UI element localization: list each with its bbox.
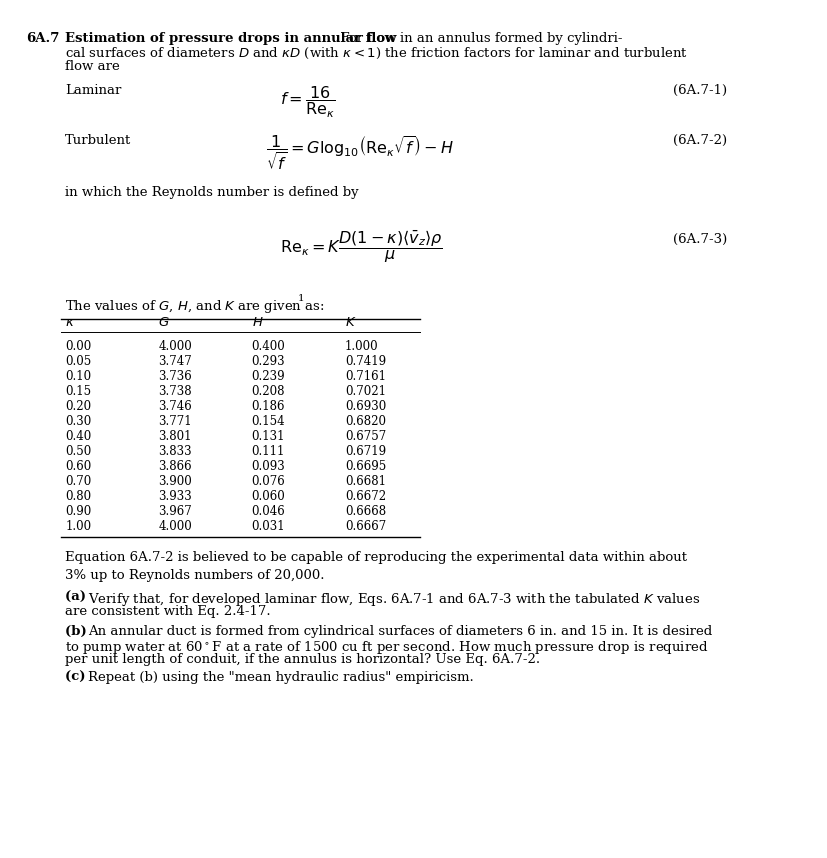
Text: 0.060: 0.060	[251, 490, 285, 503]
Text: 0.6820: 0.6820	[345, 415, 385, 428]
Text: (b): (b)	[65, 625, 92, 638]
Text: 0.90: 0.90	[65, 505, 92, 518]
Text: An annular duct is formed from cylindrical surfaces of diameters 6 in. and 15 in: An annular duct is formed from cylindric…	[88, 625, 711, 638]
Text: The values of $G$, $H$, and $K$ are given as:: The values of $G$, $H$, and $K$ are give…	[65, 298, 324, 315]
Text: 4.000: 4.000	[158, 520, 192, 533]
Text: 0.7419: 0.7419	[345, 355, 385, 368]
Text: 3.900: 3.900	[158, 475, 192, 488]
Text: 3.866: 3.866	[158, 460, 192, 473]
Text: 3.738: 3.738	[158, 385, 192, 398]
Text: 0.80: 0.80	[65, 490, 91, 503]
Text: 1.00: 1.00	[65, 520, 91, 533]
Text: 0.6672: 0.6672	[345, 490, 385, 503]
Text: 0.6719: 0.6719	[345, 445, 385, 458]
Text: 0.239: 0.239	[251, 370, 285, 383]
Text: 0.50: 0.50	[65, 445, 92, 458]
Text: 0.093: 0.093	[251, 460, 285, 473]
Text: 0.15: 0.15	[65, 385, 91, 398]
Text: 0.05: 0.05	[65, 355, 92, 368]
Text: 0.00: 0.00	[65, 340, 92, 353]
Text: Estimation of pressure drops in annular flow: Estimation of pressure drops in annular …	[65, 32, 396, 45]
Text: 0.208: 0.208	[251, 385, 284, 398]
Text: to pump water at 60$^\circ$F at a rate of 1500 cu ft per second. How much pressu: to pump water at 60$^\circ$F at a rate o…	[65, 639, 708, 656]
Text: 0.111: 0.111	[251, 445, 284, 458]
Text: 3.833: 3.833	[158, 445, 192, 458]
Text: 0.046: 0.046	[251, 505, 285, 518]
Text: 3.746: 3.746	[158, 400, 192, 413]
Text: (6A.7-1): (6A.7-1)	[672, 84, 726, 97]
Text: $G$: $G$	[158, 316, 170, 329]
Text: 0.60: 0.60	[65, 460, 92, 473]
Text: 0.7161: 0.7161	[345, 370, 385, 383]
Text: 0.10: 0.10	[65, 370, 91, 383]
Text: 3.771: 3.771	[158, 415, 192, 428]
Text: $\kappa$: $\kappa$	[65, 316, 75, 329]
Text: 3.933: 3.933	[158, 490, 192, 503]
Text: $\mathrm{Re}_\kappa = K\dfrac{D\left(1-\kappa\right)\left\langle \bar{v}_z \righ: $\mathrm{Re}_\kappa = K\dfrac{D\left(1-\…	[280, 228, 442, 265]
Text: 0.6695: 0.6695	[345, 460, 385, 473]
Text: 0.6681: 0.6681	[345, 475, 385, 488]
Text: (6A.7-2): (6A.7-2)	[672, 134, 726, 147]
Text: Verify that, for developed laminar flow, Eqs. 6A.7-1 and 6A.7-3 with the tabulat: Verify that, for developed laminar flow,…	[88, 591, 699, 608]
Text: 0.30: 0.30	[65, 415, 92, 428]
Text: 0.20: 0.20	[65, 400, 91, 413]
Text: 0.131: 0.131	[251, 430, 284, 443]
Text: 4.000: 4.000	[158, 340, 192, 353]
Text: 0.6667: 0.6667	[345, 520, 385, 533]
Text: 0.031: 0.031	[251, 520, 285, 533]
Text: Equation 6A.7-2 is believed to be capable of reproducing the experimental data w: Equation 6A.7-2 is believed to be capabl…	[65, 551, 686, 582]
Text: $f = \dfrac{16}{\mathrm{Re}_\kappa}$: $f = \dfrac{16}{\mathrm{Re}_\kappa}$	[280, 84, 335, 120]
Text: 0.400: 0.400	[251, 340, 285, 353]
Text: Turbulent: Turbulent	[65, 134, 131, 147]
Text: 0.293: 0.293	[251, 355, 285, 368]
Text: 3.967: 3.967	[158, 505, 192, 518]
Text: 6A.7: 6A.7	[26, 32, 60, 45]
Text: $\dfrac{1}{\sqrt{f}} = G\log_{10}\!\left(\mathrm{Re}_\kappa\sqrt{f}\right) - H$: $\dfrac{1}{\sqrt{f}} = G\log_{10}\!\left…	[265, 134, 453, 173]
Text: 0.6668: 0.6668	[345, 505, 385, 518]
Text: (6A.7-3): (6A.7-3)	[672, 233, 726, 246]
Text: 3.747: 3.747	[158, 355, 192, 368]
Text: $H$: $H$	[251, 316, 263, 329]
Text: Repeat (b) using the "mean hydraulic radius" empiricism.: Repeat (b) using the "mean hydraulic rad…	[88, 671, 473, 684]
Text: Laminar: Laminar	[65, 84, 122, 97]
Text: . For flow in an annulus formed by cylindri-: . For flow in an annulus formed by cylin…	[332, 32, 622, 45]
Text: 3.736: 3.736	[158, 370, 192, 383]
Text: in which the Reynolds number is defined by: in which the Reynolds number is defined …	[65, 186, 358, 199]
Text: (c): (c)	[65, 671, 90, 684]
Text: per unit length of conduit, if the annulus is horizontal? Use Eq. 6A.7-2.: per unit length of conduit, if the annul…	[65, 653, 540, 666]
Text: 0.154: 0.154	[251, 415, 285, 428]
Text: 0.6930: 0.6930	[345, 400, 385, 413]
Text: 0.70: 0.70	[65, 475, 92, 488]
Text: 0.40: 0.40	[65, 430, 92, 443]
Text: 1: 1	[297, 294, 304, 303]
Text: 0.6757: 0.6757	[345, 430, 385, 443]
Text: flow are: flow are	[65, 60, 120, 73]
Text: $K$: $K$	[345, 316, 356, 329]
Text: cal surfaces of diameters $D$ and $\kappa D$ (with $\kappa < 1$) the friction fa: cal surfaces of diameters $D$ and $\kapp…	[65, 46, 687, 61]
Text: 1.000: 1.000	[345, 340, 378, 353]
Text: (a): (a)	[65, 591, 91, 604]
Text: 0.076: 0.076	[251, 475, 285, 488]
Text: are consistent with Eq. 2.4-17.: are consistent with Eq. 2.4-17.	[65, 605, 270, 618]
Text: 0.186: 0.186	[251, 400, 284, 413]
Text: 3.801: 3.801	[158, 430, 192, 443]
Text: 0.7021: 0.7021	[345, 385, 385, 398]
